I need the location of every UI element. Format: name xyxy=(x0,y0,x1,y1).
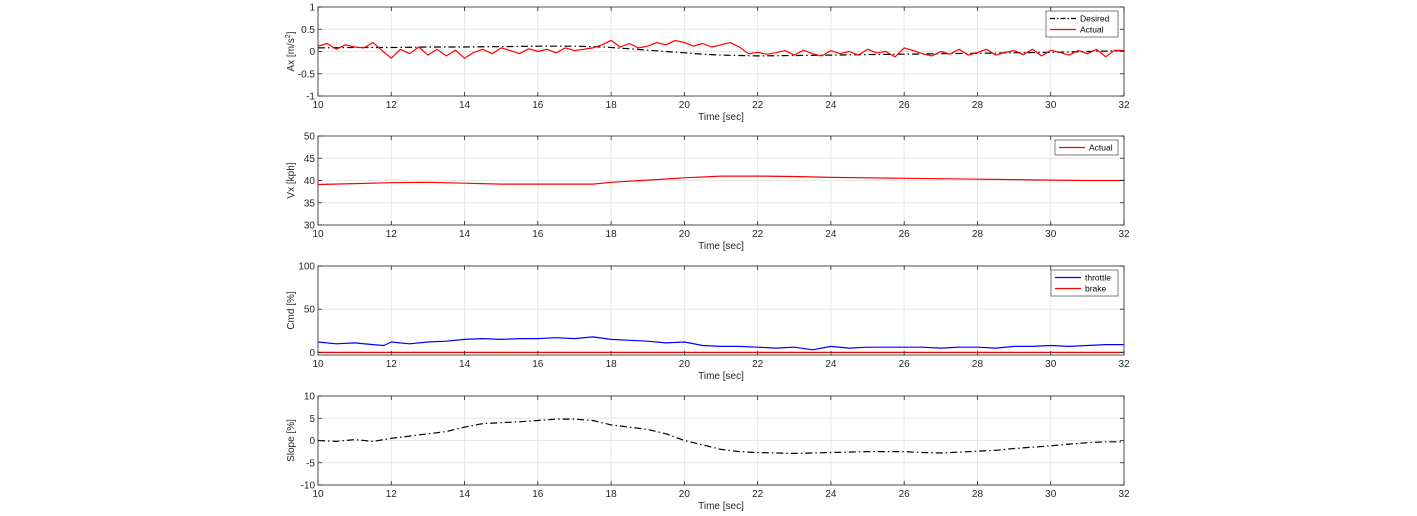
axes-box xyxy=(317,265,1125,356)
x-tick-label: 14 xyxy=(459,359,471,370)
y-tick-label: -10 xyxy=(301,481,316,492)
x-tick-label: 12 xyxy=(386,359,398,370)
x-tick-label: 10 xyxy=(312,229,324,240)
legend: Actual xyxy=(1054,139,1119,156)
y-tick-label: 0 xyxy=(309,47,315,58)
x-tick-label: 32 xyxy=(1118,489,1130,500)
x-tick-label: 10 xyxy=(312,100,324,111)
x-tick-label: 28 xyxy=(972,359,984,370)
x-tick-label: 16 xyxy=(532,359,544,370)
x-tick-label: 26 xyxy=(899,359,911,370)
x-tick-label: 18 xyxy=(606,100,618,111)
legend-label: Desired xyxy=(1080,14,1110,24)
y-tick-label: 10 xyxy=(304,392,316,403)
x-tick-label: 32 xyxy=(1118,229,1130,240)
y-tick-label: 45 xyxy=(304,154,316,165)
y-tick-label: 40 xyxy=(304,176,316,187)
y-axis-label: Ax [m/s2] xyxy=(285,31,297,71)
x-tick-label: 30 xyxy=(1045,489,1057,500)
x-tick-label: 30 xyxy=(1045,100,1057,111)
x-tick-label: 24 xyxy=(825,359,837,370)
x-tick-label: 10 xyxy=(312,489,324,500)
y-tick-label: -0.5 xyxy=(298,69,316,80)
x-axis-label: Time [sec] xyxy=(698,501,744,512)
x-tick-label: 24 xyxy=(825,229,837,240)
x-tick-label: 24 xyxy=(825,489,837,500)
x-tick-label: 28 xyxy=(972,100,984,111)
chart-panel-ax: 10 12 14 16 18 20 22 24 26 28 30 32 -1 -0.5 0 0.5 1 Time … xyxy=(285,3,1130,124)
y-tick-label: -1 xyxy=(306,92,315,103)
x-tick-label: 12 xyxy=(386,100,398,111)
x-tick-label: 18 xyxy=(606,359,618,370)
x-tick-label: 30 xyxy=(1045,359,1057,370)
x-tick-label: 10 xyxy=(312,359,324,370)
x-tick-label: 30 xyxy=(1045,229,1057,240)
y-tick-label: -5 xyxy=(306,458,315,469)
x-tick-label: 14 xyxy=(459,489,471,500)
legend-box xyxy=(1050,269,1119,297)
series-line-actual xyxy=(317,175,1124,186)
y-axis-label: Slope [%] xyxy=(286,419,297,462)
y-tick-label: 0 xyxy=(309,348,315,359)
x-axis-label: Time [sec] xyxy=(698,112,744,123)
x-tick-label: 22 xyxy=(752,489,764,500)
y-tick-label: 5 xyxy=(309,414,315,425)
x-tick-label: 12 xyxy=(386,229,398,240)
legend-label: brake xyxy=(1085,284,1107,294)
y-tick-label: 35 xyxy=(304,198,316,209)
x-axis-label: Time [sec] xyxy=(698,371,744,382)
y-axis-label: Cmd [%] xyxy=(286,291,297,330)
x-tick-label: 12 xyxy=(386,489,398,500)
x-tick-label: 26 xyxy=(899,100,911,111)
series-line-throttle xyxy=(317,336,1124,351)
chart-panel-vx: 10 12 14 16 18 20 22 24 26 28 30 32 30 35 40 45 50 Time [… xyxy=(286,132,1130,253)
x-tick-label: 22 xyxy=(752,100,764,111)
x-axis-label: Time [sec] xyxy=(698,241,744,252)
y-tick-label: 50 xyxy=(304,132,316,143)
x-tick-label: 20 xyxy=(679,359,691,370)
y-tick-label: 0 xyxy=(309,436,315,447)
legend-label: Actual xyxy=(1080,25,1104,35)
x-tick-label: 20 xyxy=(679,229,691,240)
series-line-series-0 xyxy=(317,418,1124,454)
x-tick-label: 16 xyxy=(532,229,544,240)
x-tick-label: 18 xyxy=(606,489,618,500)
y-tick-label: 0.5 xyxy=(301,25,315,36)
x-tick-label: 32 xyxy=(1118,359,1130,370)
x-tick-label: 14 xyxy=(459,100,471,111)
x-tick-label: 24 xyxy=(825,100,837,111)
y-tick-label: 30 xyxy=(304,221,316,232)
x-tick-label: 28 xyxy=(972,229,984,240)
y-tick-label: 100 xyxy=(298,262,315,273)
chart-panel-cmd: 10 12 14 16 18 20 22 24 26 28 30 32 0 50 100 Time [sec]… xyxy=(286,262,1130,383)
x-tick-label: 26 xyxy=(899,229,911,240)
legend-box xyxy=(1054,139,1119,156)
x-tick-label: 16 xyxy=(532,100,544,111)
x-tick-label: 20 xyxy=(679,489,691,500)
y-tick-label: 50 xyxy=(304,305,316,316)
x-tick-label: 20 xyxy=(679,100,691,111)
x-tick-label: 16 xyxy=(532,489,544,500)
x-tick-label: 28 xyxy=(972,489,984,500)
legend-box xyxy=(1045,10,1119,38)
y-tick-label: 1 xyxy=(309,3,315,14)
x-tick-label: 14 xyxy=(459,229,471,240)
legend-label: throttle xyxy=(1085,273,1111,283)
chart-panel-slope: 10 12 14 16 18 20 22 24 26 28 30 32 -10 -5 0 5 10 Time [s… xyxy=(286,392,1130,513)
x-tick-label: 32 xyxy=(1118,100,1130,111)
x-tick-label: 18 xyxy=(606,229,618,240)
y-axis-label: Vx [kph] xyxy=(286,162,297,198)
series-line-actual xyxy=(317,39,1125,59)
legend-label: Actual xyxy=(1089,143,1113,153)
x-tick-label: 22 xyxy=(752,229,764,240)
x-tick-label: 26 xyxy=(899,489,911,500)
x-tick-label: 22 xyxy=(752,359,764,370)
